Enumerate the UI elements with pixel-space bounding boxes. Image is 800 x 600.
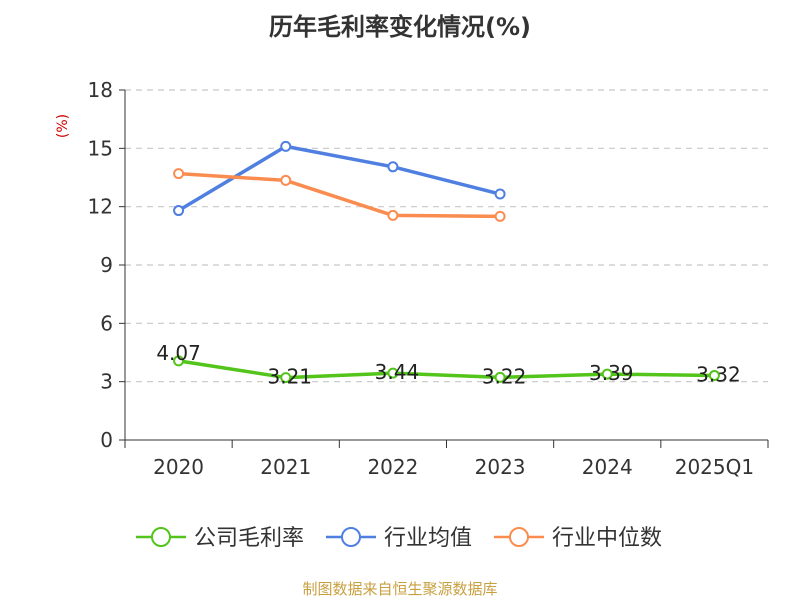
series-line-0 [176, 359, 717, 380]
y-tick-label: 15 [88, 136, 113, 160]
data-label: 3.32 [696, 362, 741, 386]
legend-marker-1 [341, 527, 361, 547]
y-tick-label: 6 [100, 311, 113, 335]
series-point-1 [387, 161, 399, 173]
series-point-0 [494, 371, 506, 383]
data-labels: 4.07 3.21 3.44 3.22 3.39 3.32 [156, 341, 740, 389]
series-point-1 [494, 188, 506, 200]
data-label: 4.07 [156, 341, 201, 365]
x-tick-label: 2022 [367, 455, 418, 479]
legend-marker-2 [509, 527, 529, 547]
data-label: 3.44 [375, 360, 420, 384]
series-lines [173, 140, 720, 384]
y-tick-label: 9 [100, 253, 113, 277]
legend: 公司毛利率 行业均值 行业中位数 [136, 526, 662, 551]
series-line-1 [176, 144, 502, 213]
legend-marker-0 [151, 527, 171, 547]
x-tick-label: 2021 [260, 455, 311, 479]
grid [125, 89, 768, 383]
x-tick-label: 2020 [153, 455, 204, 479]
series-point-2 [173, 168, 185, 180]
data-label: 3.39 [589, 361, 634, 385]
series-point-0 [387, 367, 399, 379]
y-tick-label: 3 [100, 370, 113, 394]
legend-label-0: 公司毛利率 [194, 526, 304, 551]
data-label: 3.22 [482, 364, 527, 388]
y-tick-label: 12 [88, 195, 113, 219]
x-tick-label: 2023 [475, 455, 526, 479]
chart-title: 历年毛利率变化情况(%) [269, 13, 531, 41]
y-tick-label: 0 [100, 428, 113, 452]
series-point-1 [173, 205, 185, 217]
data-source-note: 制图数据来自恒生聚源数据库 [302, 580, 497, 598]
data-label: 3.21 [267, 365, 312, 389]
x-tick-label: 2024 [582, 455, 633, 479]
series-point-2 [387, 209, 399, 221]
y-tick-label: 18 [88, 78, 113, 102]
axes: 0 3 6 9 12 15 18 2020 2021 2022 2023 2024 2025Q1 [88, 78, 769, 479]
series-point-2 [280, 174, 292, 186]
series-point-2 [494, 210, 506, 222]
y-axis-unit: (%) [55, 114, 71, 138]
series-point-0 [601, 368, 613, 380]
series-line-2 [176, 171, 502, 219]
series-point-0 [708, 369, 720, 381]
x-tick-label: 2025Q1 [675, 455, 754, 479]
series-point-0 [280, 372, 292, 384]
series-point-1 [280, 140, 292, 152]
legend-label-2: 行业中位数 [552, 526, 662, 551]
series-point-0 [173, 355, 185, 367]
legend-label-1: 行业均值 [384, 526, 472, 551]
